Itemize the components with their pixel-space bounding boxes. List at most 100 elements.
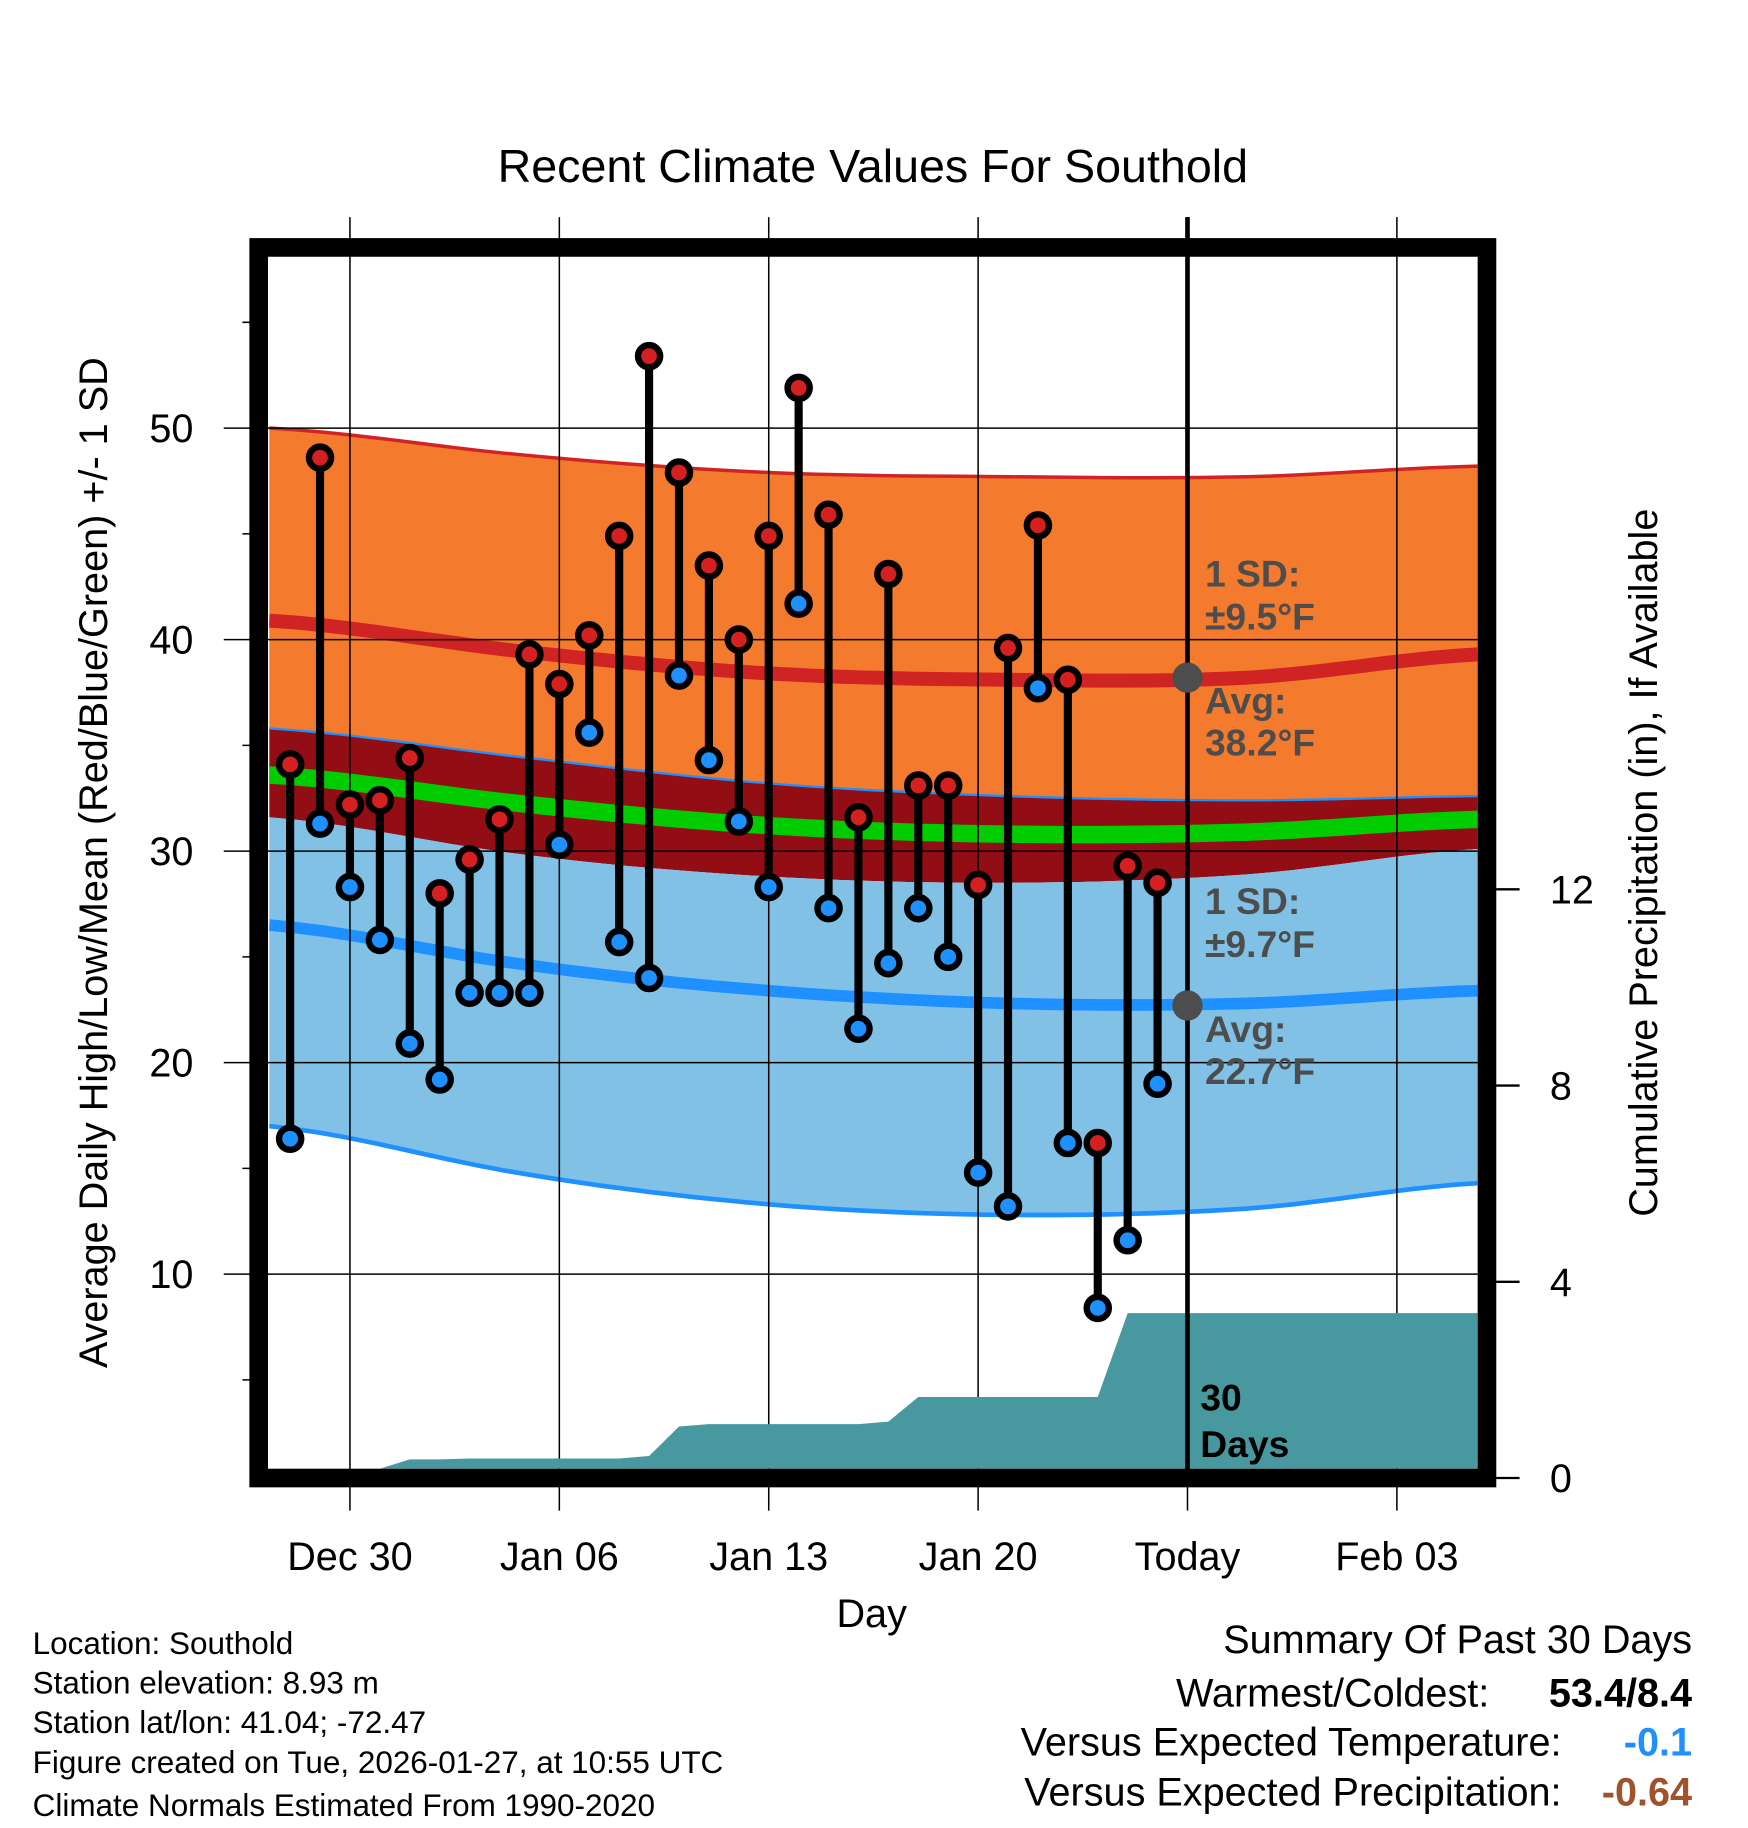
y-tick-label: 10 (149, 1253, 193, 1297)
low-sd-label: 1 SD: (1205, 880, 1300, 922)
low-minus-sd-line (269, 1123, 1478, 1218)
daily-high-point (1053, 665, 1083, 695)
daily-low-point (1143, 1069, 1172, 1099)
daily-low-point (365, 925, 395, 955)
high-sd-band (269, 428, 1478, 801)
daily-high-point (844, 802, 873, 832)
low-avg-label: Avg: (1205, 1008, 1286, 1050)
daily-low-point (604, 927, 634, 957)
high-sd-label: 1 SD: (1205, 553, 1300, 595)
daily-low-point (904, 893, 933, 923)
daily-low-point (1083, 1293, 1113, 1323)
x-tick-label: Jan 06 (500, 1535, 619, 1579)
daily-low-point (455, 978, 484, 1008)
summary-precip-label: Versus Expected Precipitation: (1024, 1770, 1561, 1814)
daily-low-point (425, 1065, 454, 1094)
high-plus-sd-line (269, 426, 1478, 480)
summary-warmest-value: 53.4/8.4 (1549, 1671, 1692, 1715)
y-tick-label: 20 (149, 1042, 193, 1086)
summary-temp-value: -0.1 (1624, 1720, 1692, 1764)
cumulative-precip-area (290, 1313, 1478, 1469)
today-avg-high-marker (1172, 662, 1203, 693)
daily-low-point (335, 872, 365, 902)
daily-high-point (724, 625, 754, 654)
today-avg-low-marker (1172, 990, 1203, 1021)
days-unit-label: Days (1200, 1423, 1289, 1465)
x-tick-label: Jan 20 (919, 1535, 1038, 1579)
daily-low-point (784, 589, 813, 618)
high-sd-value: ±9.5°F (1205, 596, 1315, 638)
daily-low-point (933, 942, 963, 972)
x-axis-label: Day (836, 1592, 907, 1636)
daily-low-point (963, 1158, 993, 1187)
daily-low-point (754, 872, 784, 902)
daily-high-point (933, 771, 963, 800)
daily-high-point (694, 551, 724, 580)
daily-high-point (963, 870, 993, 900)
summary-warmest-label: Warmest/Coldest: (1176, 1671, 1489, 1715)
daily-high-point (784, 373, 813, 403)
daily-low-point (515, 978, 544, 1008)
daily-high-point (604, 521, 634, 551)
plot-frame (249, 238, 1497, 1488)
x-tick-label: Feb 03 (1335, 1535, 1458, 1579)
info-latlon: Station lat/lon: 41.04; -72.47 (33, 1705, 426, 1740)
avg-low-line (269, 919, 1478, 1011)
daily-high-point (305, 443, 335, 472)
daily-high-point (1143, 868, 1172, 898)
y-tick-label: 50 (149, 407, 193, 451)
daily-low-point (694, 745, 724, 775)
y2-tick-label: 0 (1550, 1457, 1572, 1501)
high-avg-label: Avg: (1205, 680, 1286, 722)
daily-low-point (545, 830, 574, 860)
y2-tick-label: 4 (1550, 1261, 1572, 1305)
info-location: Location: Southold (33, 1626, 294, 1661)
low-avg-value: 22.7°F (1205, 1050, 1315, 1092)
daily-high-point (664, 458, 694, 487)
daily-high-point (1113, 851, 1142, 881)
daily-high-point (993, 633, 1023, 663)
summary-title: Summary Of Past 30 Days (1223, 1618, 1692, 1662)
y2-axis-label: Cumulative Precipitation (in), If Availa… (1622, 509, 1666, 1217)
x-tick-label: Jan 13 (709, 1535, 828, 1579)
low-sd-value: ±9.7°F (1205, 923, 1315, 965)
daily-low-point (634, 963, 664, 993)
daily-high-point (365, 786, 395, 815)
y2-tick-label: 8 (1550, 1065, 1572, 1109)
daily-high-point (455, 845, 484, 874)
daily-high-point (1023, 511, 1053, 540)
daily-high-point (874, 559, 903, 589)
daily-low-point (814, 893, 843, 923)
daily-low-point (305, 809, 335, 838)
station-info: Location: Southold Station elevation: 8.… (33, 1626, 724, 1823)
summary-precip-value: -0.64 (1602, 1770, 1692, 1814)
info-created: Figure created on Tue, 2026-01-27, at 10… (33, 1745, 724, 1780)
daily-high-point (485, 805, 514, 834)
daily-low-point (485, 978, 514, 1008)
daily-high-point (335, 790, 365, 819)
daily-high-point (754, 521, 784, 551)
info-elevation: Station elevation: 8.93 m (33, 1666, 379, 1701)
y-tick-label: 30 (149, 830, 193, 874)
daily-high-point (425, 879, 454, 908)
daily-low-point (993, 1192, 1023, 1221)
summary-temp-label: Versus Expected Temperature: (1021, 1720, 1562, 1764)
chart-title: Recent Climate Values For Southold (498, 140, 1248, 192)
daily-low-point (1053, 1128, 1083, 1158)
summary: Summary Of Past 30 Days Warmest/Coldest:… (1021, 1618, 1692, 1815)
daily-high-point (574, 621, 604, 650)
daily-low-point (724, 807, 754, 836)
daily-high-point (1083, 1128, 1113, 1158)
daily-high-point (275, 750, 305, 779)
daily-low-point (574, 718, 604, 747)
daily-low-point (844, 1014, 873, 1044)
daily-high-point (395, 743, 425, 773)
daily-low-point (1113, 1225, 1142, 1255)
y2-tick-label: 12 (1550, 868, 1594, 912)
y-axis-label: Average Daily High/Low/Mean (Red/Blue/Gr… (72, 357, 116, 1368)
daily-high-point (634, 341, 664, 371)
days-count-label: 30 (1200, 1376, 1241, 1418)
daily-high-point (545, 669, 574, 699)
low-sd-band (269, 817, 1478, 1216)
daily-high-point (904, 771, 933, 800)
